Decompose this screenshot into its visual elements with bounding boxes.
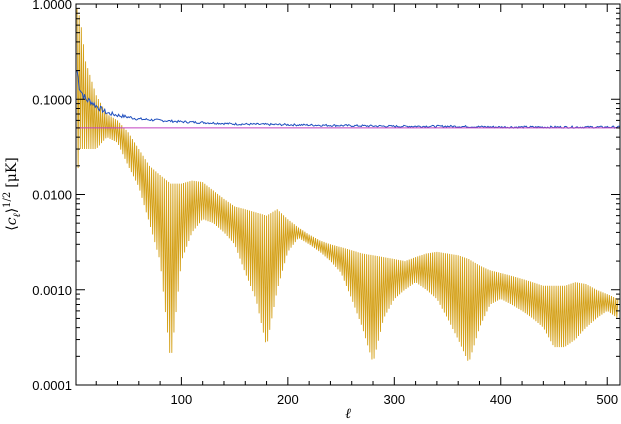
x-tick-label: 100 (171, 392, 193, 407)
axes: 100 200 300 400 500 0.0001 0.0010 0.0100 0.1000 1… (32, 0, 620, 407)
plot-area (76, 8, 621, 361)
y-label-sup: 1/2 (2, 192, 13, 208)
y-tick-label: 0.0001 (32, 378, 72, 393)
y-tick-label: 0.1000 (32, 92, 72, 107)
series-line-0 (76, 8, 619, 361)
x-axis-label: ℓ (345, 406, 351, 422)
y-label-unit: [μK] (4, 157, 20, 187)
y-tick-label: 0.0010 (32, 283, 72, 298)
svg-text:⟨cℓ⟩1/2[μK]: ⟨cℓ⟩1/2 [μK] (2, 157, 23, 231)
y-label-c: c (4, 217, 20, 225)
y-label-sub: ℓ (12, 213, 23, 217)
y-tick-label: 1.0000 (32, 0, 72, 12)
y-label-open: ⟨ (4, 225, 20, 230)
series-line-1 (76, 70, 621, 129)
x-tick-label: 200 (277, 392, 299, 407)
x-tick-label: 400 (490, 392, 512, 407)
y-label-close: ⟩ (4, 208, 20, 213)
x-tick-label: 500 (596, 392, 618, 407)
y-tick-label: 0.0100 (32, 188, 72, 203)
x-tick-label: 300 (383, 392, 405, 407)
y-axis-label: ⟨cℓ⟩1/2 [μK] (2, 157, 23, 231)
